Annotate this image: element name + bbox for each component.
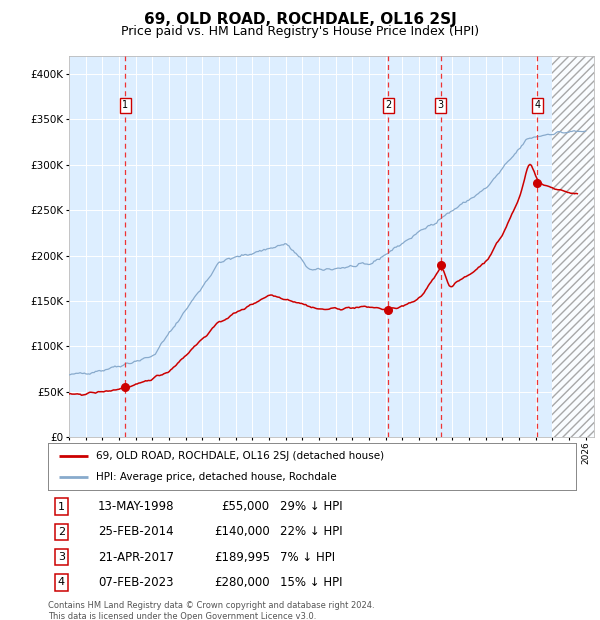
Text: 69, OLD ROAD, ROCHDALE, OL16 2SJ (detached house): 69, OLD ROAD, ROCHDALE, OL16 2SJ (detach… bbox=[95, 451, 383, 461]
Text: £189,995: £189,995 bbox=[214, 551, 270, 564]
Text: 3: 3 bbox=[437, 100, 444, 110]
Text: 2: 2 bbox=[58, 527, 65, 537]
Text: 2: 2 bbox=[385, 100, 391, 110]
Text: Price paid vs. HM Land Registry's House Price Index (HPI): Price paid vs. HM Land Registry's House … bbox=[121, 25, 479, 38]
Text: 15% ↓ HPI: 15% ↓ HPI bbox=[280, 576, 343, 589]
Text: 69, OLD ROAD, ROCHDALE, OL16 2SJ: 69, OLD ROAD, ROCHDALE, OL16 2SJ bbox=[143, 12, 457, 27]
Text: HPI: Average price, detached house, Rochdale: HPI: Average price, detached house, Roch… bbox=[95, 472, 336, 482]
Text: 1: 1 bbox=[58, 502, 65, 512]
Text: 29% ↓ HPI: 29% ↓ HPI bbox=[280, 500, 343, 513]
Text: 25-FEB-2014: 25-FEB-2014 bbox=[98, 525, 174, 538]
Text: £280,000: £280,000 bbox=[214, 576, 270, 589]
Text: 07-FEB-2023: 07-FEB-2023 bbox=[98, 576, 173, 589]
Text: 4: 4 bbox=[534, 100, 541, 110]
Text: 21-APR-2017: 21-APR-2017 bbox=[98, 551, 174, 564]
Bar bbox=[553, 56, 594, 437]
Text: £55,000: £55,000 bbox=[221, 500, 270, 513]
Text: 22% ↓ HPI: 22% ↓ HPI bbox=[280, 525, 343, 538]
Text: 1: 1 bbox=[122, 100, 128, 110]
Text: Contains HM Land Registry data © Crown copyright and database right 2024.
This d: Contains HM Land Registry data © Crown c… bbox=[48, 601, 374, 620]
Text: 7% ↓ HPI: 7% ↓ HPI bbox=[280, 551, 335, 564]
Text: 13-MAY-1998: 13-MAY-1998 bbox=[98, 500, 175, 513]
Text: 4: 4 bbox=[58, 577, 65, 588]
Text: £140,000: £140,000 bbox=[214, 525, 270, 538]
Text: 3: 3 bbox=[58, 552, 65, 562]
